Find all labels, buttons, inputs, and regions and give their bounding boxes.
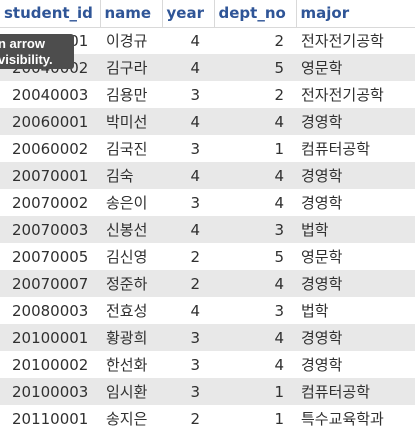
- cell-year[interactable]: 4: [190, 112, 200, 131]
- cell-year[interactable]: 3: [190, 193, 200, 212]
- cell-dept-no[interactable]: 3: [274, 220, 284, 239]
- cell-dept-no[interactable]: 4: [274, 193, 284, 212]
- cell-name[interactable]: 신봉선: [106, 221, 148, 239]
- cell-year[interactable]: 2: [190, 409, 200, 428]
- cell-name[interactable]: 김국진: [106, 140, 148, 158]
- cell-dept-no[interactable]: 5: [274, 58, 284, 77]
- table-row[interactable]: 20100003 임시환 3 1 컴퓨터공학: [0, 378, 415, 405]
- cell-name[interactable]: 송은이: [106, 194, 148, 212]
- cell-major[interactable]: 경영학: [301, 275, 343, 293]
- cell-dept-no[interactable]: 1: [274, 409, 284, 428]
- cell-major[interactable]: 법학: [301, 221, 329, 239]
- header-row: student_id name year dept_no major: [0, 0, 415, 28]
- column-header-name[interactable]: name: [100, 0, 163, 28]
- cell-major[interactable]: 영문학: [301, 248, 343, 266]
- cell-year[interactable]: 3: [190, 139, 200, 158]
- cell-year[interactable]: 3: [190, 382, 200, 401]
- cell-year[interactable]: 4: [190, 301, 200, 320]
- cell-year[interactable]: 3: [190, 355, 200, 374]
- cell-dept-no[interactable]: 4: [274, 112, 284, 131]
- cell-dept-no[interactable]: 4: [274, 355, 284, 374]
- table-row[interactable]: 20070001 김숙 4 4 경영학: [0, 162, 415, 189]
- cell-student-id[interactable]: 20070001: [12, 166, 89, 185]
- cell-name[interactable]: 전효성: [106, 302, 148, 320]
- cell-student-id[interactable]: 20100002: [12, 355, 89, 374]
- cell-major[interactable]: 특수교육학과: [301, 410, 384, 428]
- cell-dept-no[interactable]: 2: [274, 85, 284, 104]
- cell-major[interactable]: 경영학: [301, 167, 343, 185]
- cell-student-id[interactable]: 20060002: [12, 139, 89, 158]
- cell-dept-no[interactable]: 4: [274, 166, 284, 185]
- table-row[interactable]: 20040003 김용만 3 2 전자전기공학: [0, 81, 415, 108]
- table-row[interactable]: 20100001 황광희 3 4 경영학: [0, 324, 415, 351]
- table-row[interactable]: 20110001 송지은 2 1 특수교육학과: [0, 405, 415, 432]
- cell-major[interactable]: 경영학: [301, 329, 343, 347]
- cell-major[interactable]: 전자전기공학: [301, 86, 384, 104]
- cell-dept-no[interactable]: 3: [274, 301, 284, 320]
- cell-student-id[interactable]: 20100001: [12, 328, 89, 347]
- cell-dept-no[interactable]: 4: [274, 274, 284, 293]
- column-header-dept-no[interactable]: dept_no: [214, 0, 297, 28]
- cell-name[interactable]: 김구라: [106, 59, 148, 77]
- tooltip-line-1: n arrow: [0, 36, 45, 51]
- cell-year[interactable]: 2: [190, 274, 200, 293]
- cell-name[interactable]: 정준하: [106, 275, 148, 293]
- cell-dept-no[interactable]: 1: [274, 139, 284, 158]
- cell-student-id[interactable]: 20080003: [12, 301, 89, 320]
- table-row[interactable]: 20070002 송은이 3 4 경영학: [0, 189, 415, 216]
- cell-year[interactable]: 4: [190, 31, 200, 50]
- cell-year[interactable]: 2: [190, 247, 200, 266]
- cell-major[interactable]: 전자전기공학: [301, 32, 384, 51]
- cell-dept-no[interactable]: 5: [274, 247, 284, 266]
- cell-student-id[interactable]: 20070007: [12, 274, 89, 293]
- cell-student-id[interactable]: 20040003: [12, 85, 89, 104]
- cell-student-id[interactable]: 20110001: [12, 409, 89, 428]
- cell-major[interactable]: 영문학: [301, 59, 343, 77]
- table-row[interactable]: 20060001 박미선 4 4 경영학: [0, 108, 415, 135]
- column-header-student-id[interactable]: student_id: [0, 0, 101, 28]
- table-row[interactable]: 20100002 한선화 3 4 경영학: [0, 351, 415, 378]
- table-row[interactable]: 20070007 정준하 2 4 경영학: [0, 270, 415, 297]
- cell-major[interactable]: 법학: [301, 302, 329, 320]
- cell-major[interactable]: 경영학: [301, 194, 343, 212]
- cell-dept-no[interactable]: 1: [274, 382, 284, 401]
- cell-dept-no[interactable]: 4: [274, 328, 284, 347]
- cell-name[interactable]: 송지은: [106, 410, 148, 428]
- cell-student-id[interactable]: 20070003: [12, 220, 89, 239]
- table-row[interactable]: 20070005 김신영 2 5 영문학: [0, 243, 415, 270]
- cell-name[interactable]: 김숙: [106, 167, 134, 185]
- cell-student-id[interactable]: 20070002: [12, 193, 89, 212]
- cell-student-id[interactable]: 20060001: [12, 112, 89, 131]
- cell-year[interactable]: 3: [190, 328, 200, 347]
- cell-name[interactable]: 김신영: [106, 248, 148, 266]
- table-row[interactable]: 20060002 김국진 3 1 컴퓨터공학: [0, 135, 415, 162]
- cell-major[interactable]: 경영학: [301, 113, 343, 131]
- tooltip-line-2: visibility.: [0, 52, 53, 67]
- cell-year[interactable]: 3: [190, 85, 200, 104]
- cell-major[interactable]: 컴퓨터공학: [301, 140, 371, 158]
- cell-student-id[interactable]: 20100003: [12, 382, 89, 401]
- cell-name[interactable]: 한선화: [106, 356, 148, 374]
- cell-year[interactable]: 4: [190, 58, 200, 77]
- cell-dept-no[interactable]: 2: [274, 31, 284, 50]
- cell-major[interactable]: 컴퓨터공학: [301, 383, 371, 401]
- cell-name[interactable]: 이경규: [106, 32, 148, 51]
- cell-year[interactable]: 4: [190, 166, 200, 185]
- cell-major[interactable]: 경영학: [301, 356, 343, 374]
- cell-name[interactable]: 황광희: [106, 329, 148, 347]
- table-row[interactable]: 20070003 신봉선 4 3 법학: [0, 216, 415, 243]
- column-header-major[interactable]: major: [296, 0, 415, 28]
- hover-tooltip: n arrow visibility.: [0, 34, 74, 69]
- cell-student-id[interactable]: 20070005: [12, 247, 89, 266]
- table-row[interactable]: 20080003 전효성 4 3 법학: [0, 297, 415, 324]
- column-header-year[interactable]: year: [162, 0, 215, 28]
- cell-name[interactable]: 박미선: [106, 113, 148, 131]
- cell-name[interactable]: 김용만: [106, 86, 148, 104]
- cell-year[interactable]: 4: [190, 220, 200, 239]
- cell-name[interactable]: 임시환: [106, 383, 148, 401]
